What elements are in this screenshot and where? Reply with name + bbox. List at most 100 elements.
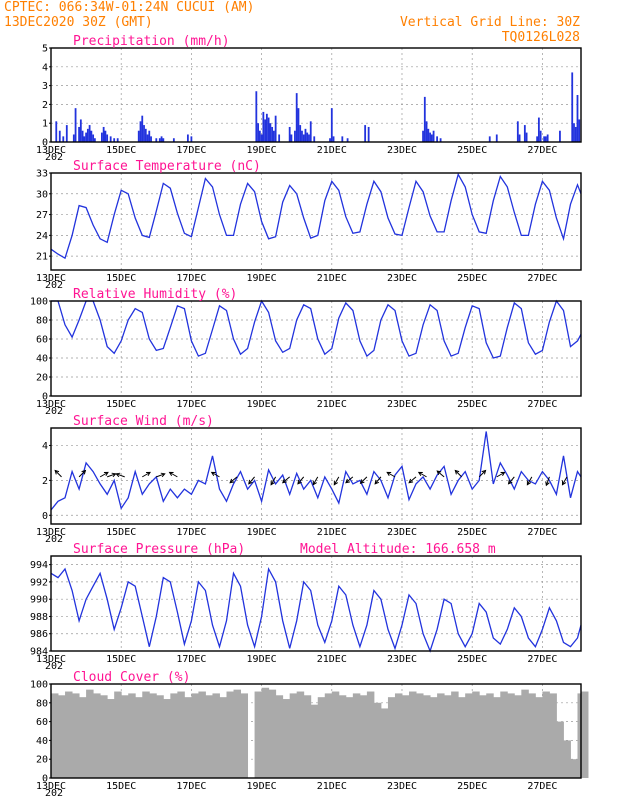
- cloud-bar: [387, 697, 396, 778]
- cloud-bar: [226, 691, 234, 778]
- cloud-bar: [205, 695, 213, 778]
- cloud-frame: [50, 683, 582, 779]
- wind-arrow-shaft: [282, 476, 290, 484]
- y-tick-label: 100: [30, 680, 48, 691]
- wind-arrow-shaft: [345, 476, 354, 484]
- wind-arrow-shaft: [106, 473, 116, 478]
- x-tick-label: 19DEC: [247, 654, 277, 665]
- cloud-bar: [394, 693, 403, 778]
- cloud-bar: [472, 691, 480, 778]
- cloud-bar: [184, 697, 192, 778]
- wind-arrow-head: [115, 472, 121, 478]
- wind-arrow-head: [386, 471, 392, 477]
- x-tick-label: 27DEC: [527, 654, 557, 665]
- temp-title: Surface Temperature (nC): [73, 159, 261, 174]
- wind-arrow-shaft: [211, 471, 220, 478]
- x-year-label: 202: [45, 661, 63, 672]
- x-tick-label: 23DEC: [387, 781, 417, 792]
- cloud-panel: 0 20 40 60 80 100 13DEC 15DEC 17DEC 19DEC 21DEC 23D…: [30, 670, 589, 799]
- wind-arrow-head: [374, 479, 380, 485]
- precip-bar: [113, 138, 116, 142]
- wind-arrow-head: [408, 478, 414, 484]
- precip-bar: [267, 117, 270, 142]
- precip-bar: [260, 134, 263, 142]
- y-tick-label: 40: [36, 354, 48, 365]
- precip-bar: [86, 128, 89, 142]
- cloud-bar: [535, 697, 543, 778]
- cloud-bar: [212, 693, 220, 778]
- precip-bar: [62, 136, 65, 142]
- y-tick-label: 20: [36, 755, 48, 766]
- wind-arrow-shaft: [526, 476, 533, 485]
- temp-panel: 21 24 27 30 33 13DEC 15DEC 17DEC 19DEC 21DEC 23DEC…: [36, 159, 582, 291]
- wind-arrow-head: [168, 471, 174, 477]
- wind-arrow-shaft: [496, 471, 505, 478]
- cloud-bar: [198, 691, 206, 778]
- x-tick-label: 13DEC: [36, 399, 66, 410]
- y-tick-label: 3: [42, 81, 48, 92]
- precip-bar: [139, 121, 142, 142]
- cloud-bar: [338, 695, 347, 778]
- wind-arrow-head: [454, 469, 460, 475]
- wind-arrow-shaft: [436, 470, 445, 478]
- wind-arrow-head: [312, 480, 317, 486]
- wind-arrow-head: [270, 480, 275, 486]
- x-tick-label: 27DEC: [527, 399, 557, 410]
- cloud-bar: [465, 693, 473, 778]
- x-tick-label: 15DEC: [106, 527, 136, 538]
- precip-bar: [439, 138, 442, 142]
- precip-bar: [288, 126, 291, 142]
- x-tick-label: 21DEC: [317, 781, 347, 792]
- panels: 0 1 2 3 4 5 13DEC 15DEC 17DEC 19DEC 21DEC 23DEC 25DE…: [30, 34, 589, 799]
- wind-frame: [50, 427, 582, 525]
- precip-bar: [88, 125, 91, 142]
- precip-bar: [543, 136, 546, 142]
- precip-bar: [559, 130, 561, 142]
- y-tick-label: 30: [36, 189, 48, 200]
- x-tick-label: 25DEC: [457, 273, 487, 284]
- precip-bar: [109, 136, 112, 142]
- wind-arrow-shaft: [418, 471, 427, 478]
- cloud-bar: [268, 689, 277, 778]
- precip-bar: [271, 126, 274, 142]
- precip-bar: [313, 136, 316, 142]
- x-year-label: 202: [45, 534, 63, 545]
- pres-title: Surface Pressure (hPa): [73, 542, 245, 557]
- wind-arrow-shaft: [562, 476, 568, 485]
- precip-bar: [518, 134, 521, 142]
- cloud-bar: [479, 695, 487, 778]
- precip-bar: [72, 134, 75, 142]
- cloud-bar: [514, 695, 522, 778]
- cloud-bar: [86, 689, 94, 778]
- precip-bar: [429, 132, 431, 142]
- wind-arrow-head: [229, 478, 235, 484]
- precip-bar: [332, 136, 335, 142]
- precip-bar: [155, 138, 158, 142]
- x-tick-label: 27DEC: [527, 145, 557, 156]
- wind-arrow-shaft: [142, 471, 151, 478]
- precip-bar: [262, 111, 265, 142]
- precip-bar: [172, 138, 175, 142]
- precip-bar: [576, 95, 579, 142]
- precip-bar: [74, 108, 77, 142]
- precip-bar: [83, 136, 86, 142]
- wind-arrow-shaft: [478, 470, 486, 478]
- y-tick-label: 21: [36, 252, 48, 263]
- y-tick-label: 4: [42, 62, 48, 73]
- cloud-bar: [72, 693, 80, 778]
- precip-bar: [294, 130, 296, 142]
- precip-bar: [257, 123, 259, 142]
- x-tick-label: 19DEC: [247, 399, 277, 410]
- precip-bar: [106, 134, 109, 142]
- wind-arrow-shaft: [229, 476, 238, 484]
- precip-bar: [536, 136, 539, 142]
- precip-bar: [304, 128, 307, 142]
- x-tick-label: 13DEC: [36, 145, 66, 156]
- cloud-bar: [401, 695, 410, 778]
- cloud-bar: [219, 697, 227, 778]
- precip-bar: [436, 136, 438, 142]
- x-tick-label: 15DEC: [106, 781, 136, 792]
- precip-bar: [186, 134, 189, 142]
- wind-arrow-head: [103, 471, 109, 477]
